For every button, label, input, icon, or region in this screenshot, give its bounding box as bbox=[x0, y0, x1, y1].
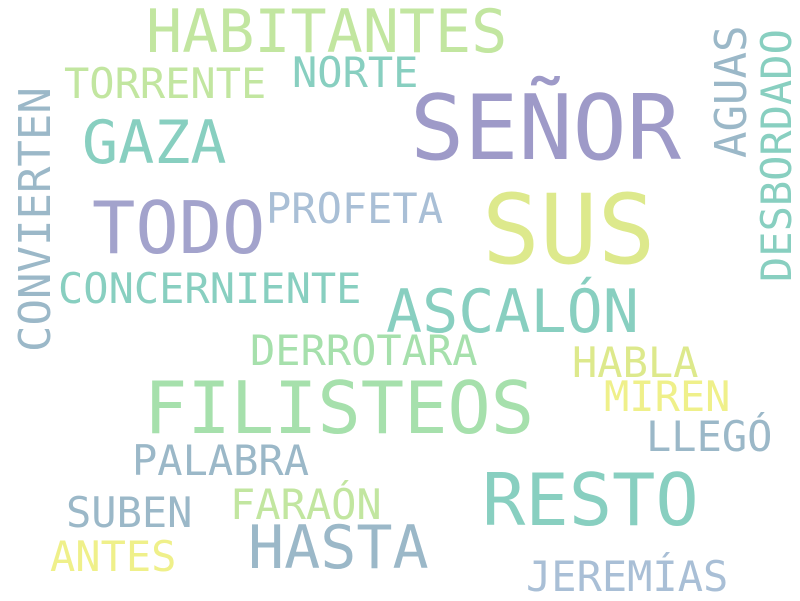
word-concerniente: CONCERNIENTE bbox=[58, 264, 362, 313]
word-norte: NORTE bbox=[292, 48, 419, 97]
word-gaza: GAZA bbox=[82, 108, 227, 178]
word-faraon: FARAÓN bbox=[230, 480, 382, 529]
word-sus: SUS bbox=[482, 174, 656, 286]
word-hasta: HASTA bbox=[248, 513, 429, 583]
word-filisteos: FILISTEOS bbox=[144, 366, 535, 450]
word-resto: RESTO bbox=[482, 458, 699, 542]
word-torrente: TORRENTE bbox=[64, 59, 267, 108]
word-antes: ANTES bbox=[50, 532, 177, 581]
word-habitantes: HABITANTES bbox=[146, 0, 508, 67]
word-desbordado: DESBORDADO bbox=[752, 29, 800, 282]
word-palabra: PALABRA bbox=[132, 436, 310, 485]
word-aguas: AGUAS bbox=[706, 25, 757, 158]
word-habla: HABLA bbox=[572, 338, 699, 387]
word-derrotara: DERROTARA bbox=[250, 326, 478, 375]
word-profeta: PROFETA bbox=[266, 184, 444, 233]
word-ascalon: ASCALÓN bbox=[386, 277, 639, 347]
word-jeremias: JEREMÍAS bbox=[526, 552, 729, 601]
word-llego: LLEGÓ bbox=[646, 412, 773, 461]
word-conviertan: CONVIERTEN bbox=[10, 87, 61, 352]
word-todo: TODO bbox=[92, 186, 266, 270]
word-senor: SEÑOR bbox=[410, 76, 681, 181]
word-suben: SUBEN bbox=[66, 488, 193, 537]
word-miren: MIREN bbox=[604, 372, 731, 421]
